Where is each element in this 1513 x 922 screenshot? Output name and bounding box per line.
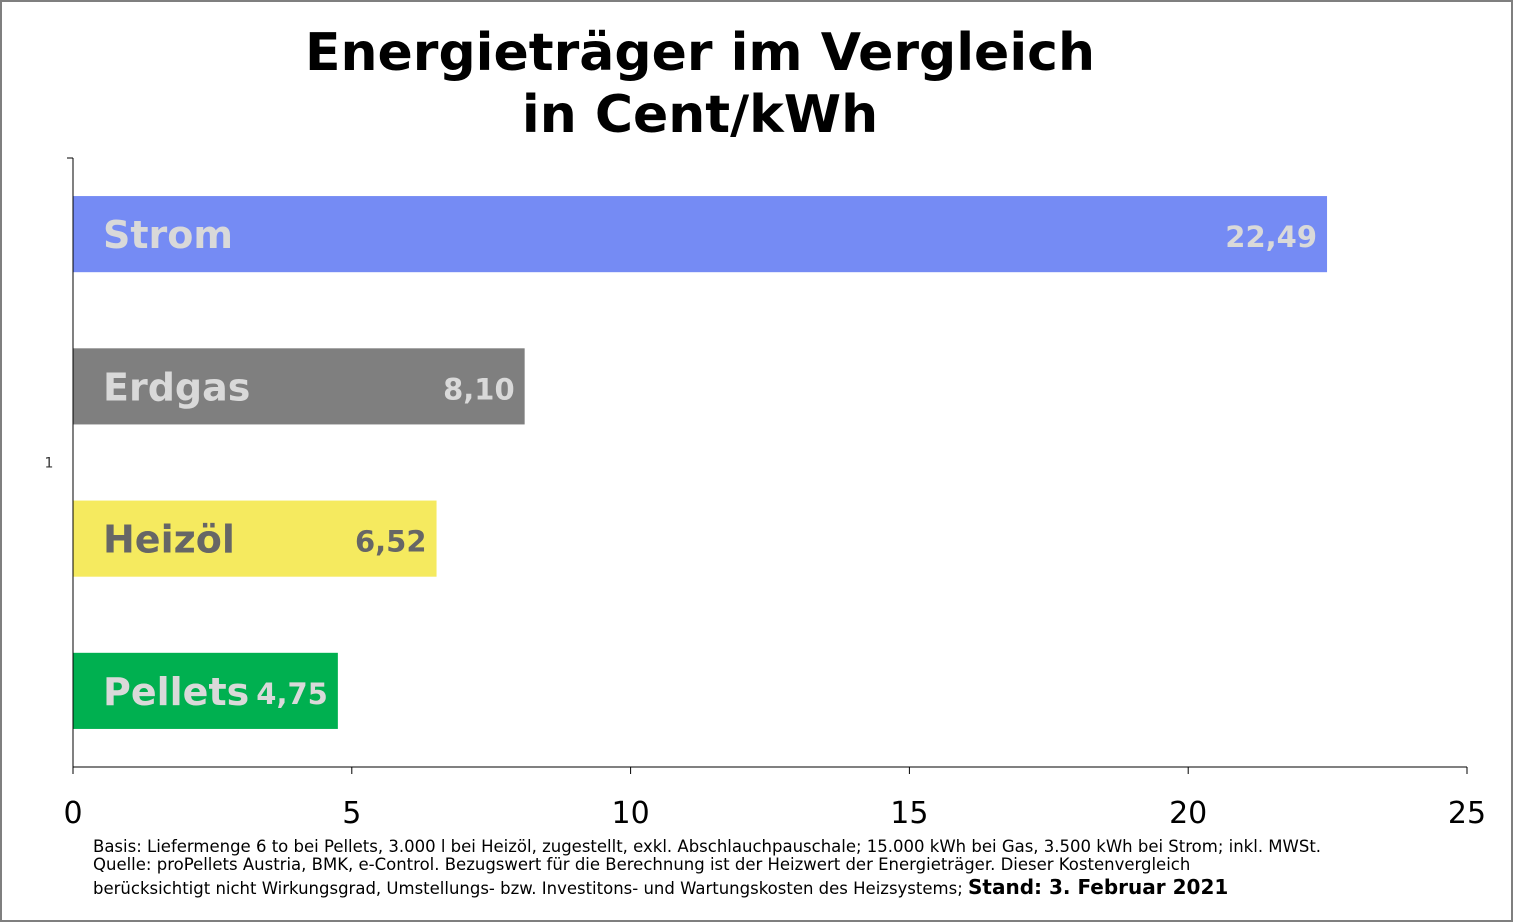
bar-label-heiz-l: Heizöl xyxy=(103,518,235,562)
data-label-heiz-l: 6,52 xyxy=(355,525,427,559)
data-label-strom: 22,49 xyxy=(1225,220,1317,254)
bar-erdgas xyxy=(73,348,525,425)
bar-pellets xyxy=(73,652,338,729)
data-label-pellets: 4,75 xyxy=(256,677,328,711)
bars-group: Strom 22,49 Erdgas 8,10 Heizöl 6,52 Pellets 4,7… xyxy=(73,196,1328,729)
title-line-1: Energieträger im Vergleich xyxy=(304,23,1095,83)
footnote-stand: Stand: 3. Februar 2021 xyxy=(968,875,1229,899)
footnote-note: berücksichtigt nicht Wirkungsgrad, Umste… xyxy=(93,875,1393,899)
bar-label-erdgas: Erdgas xyxy=(103,365,250,409)
x-tick-label-5: 5 xyxy=(342,796,361,831)
data-label-erdgas: 8,10 xyxy=(443,372,515,406)
x-tick-label-20: 20 xyxy=(1169,796,1207,831)
x-tick-label-0: 0 xyxy=(63,796,82,831)
footnote: Basis: Liefermenge 6 to bei Pellets, 3.0… xyxy=(93,838,1393,898)
bar-label-pellets: Pellets xyxy=(103,670,249,714)
footnote-basis: Basis: Liefermenge 6 to bei Pellets, 3.0… xyxy=(93,837,1322,856)
x-tick-label-25: 25 xyxy=(1448,796,1486,831)
title-line-2: in Cent/kWh xyxy=(521,85,879,145)
bar-heiz-l xyxy=(73,500,437,577)
axes-group: 10 5 10 15 20 25 xyxy=(45,157,1486,831)
y-axis-category-label: 1 xyxy=(45,456,54,472)
bar-strom xyxy=(73,196,1328,273)
x-tick-label-15: 15 xyxy=(890,796,928,831)
footnote-note-text: berücksichtigt nicht Wirkungsgrad, Umste… xyxy=(93,879,963,898)
footnote-source: Quelle: proPellets Austria, BMK, e-Contr… xyxy=(93,855,1191,874)
bar-label-strom: Strom xyxy=(103,213,233,257)
x-tick-label-10: 10 xyxy=(612,796,650,831)
chart-title: Energieträger im Vergleich in Cent/kWh xyxy=(200,22,1200,146)
